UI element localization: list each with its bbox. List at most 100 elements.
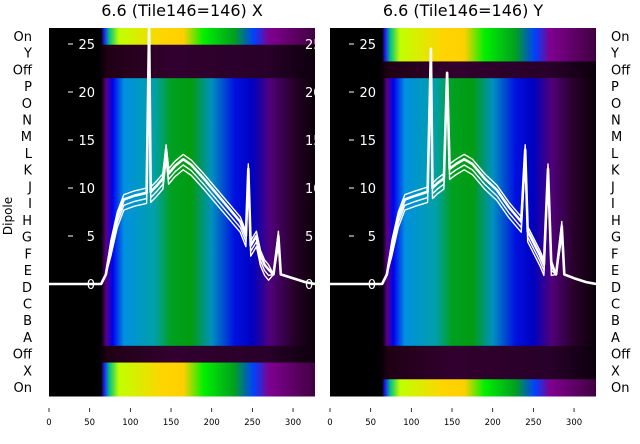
heatmap-row-h (49, 212, 315, 230)
row-label: X (611, 364, 620, 379)
panel-x: 6.6 (Tile146=146) XOnYOffPONMLKJIHGFEDCB… (13, 1, 322, 428)
overlay-line-trace (49, 28, 315, 285)
row-label: H (22, 214, 32, 229)
x-tick-label: 200 (204, 418, 220, 428)
heatmap-row-off (49, 61, 315, 79)
heatmap-row-d (330, 278, 596, 297)
x-tick-label: 50 (365, 418, 376, 428)
heatmap-row-i (49, 195, 315, 213)
overlay-y-tick-label: 20 (359, 86, 376, 101)
row-label: Off (13, 63, 33, 78)
heatmap-row-p (330, 78, 596, 96)
row-label: Off (611, 63, 631, 78)
x-tick-label: 150 (444, 418, 460, 428)
row-label: O (611, 97, 621, 112)
x-tick-label: 250 (244, 418, 260, 428)
panel-y: 6.6 (Tile146=146) YOnYOffPONMLKJIHGFEDCB… (327, 1, 631, 428)
row-label: On (611, 381, 629, 396)
panel-title: 6.6 (Tile146=146) X (101, 1, 263, 20)
x-tick-label: 100 (403, 418, 419, 428)
heatmap-row-y (49, 44, 315, 62)
heatmap-row-m (330, 128, 596, 146)
heatmap-row-b (330, 312, 596, 330)
overlay-y-tick-label: 0 (368, 278, 376, 293)
heatmap-row-c (330, 295, 596, 313)
heatmap-row-j (330, 178, 596, 196)
row-label: H (611, 214, 621, 229)
x-tick-label: 0 (46, 418, 51, 428)
overlay-line-trace (330, 48, 596, 285)
row-label: On (611, 30, 629, 45)
overlay-line-trace (330, 47, 596, 286)
overlay-y-tick-label: 10 (78, 182, 95, 197)
heatmap-row-p (49, 78, 315, 96)
x-tick-label: 300 (285, 418, 301, 428)
row-label: M (611, 130, 622, 145)
overlay-y-tick-label: 15 (78, 134, 95, 149)
x-tick-label: 0 (327, 418, 332, 428)
x-tick-label: 250 (525, 418, 541, 428)
row-label: D (611, 281, 621, 296)
heatmap-row-n (330, 111, 596, 129)
heatmap-row-on (49, 379, 315, 397)
x-tick-label: 150 (163, 418, 179, 428)
heatmap-row-x (49, 362, 315, 380)
row-label: X (23, 364, 32, 379)
row-label: J (610, 180, 615, 195)
x-tick-label: 100 (122, 418, 138, 428)
row-label: D (22, 281, 32, 296)
overlay-twin-tick-label: 0 (305, 278, 313, 293)
row-label: F (25, 247, 32, 262)
overlay-y-tick-label: 15 (359, 134, 376, 149)
x-tick-label: 50 (84, 418, 95, 428)
row-label: A (611, 331, 620, 346)
x-tick-label: 200 (485, 418, 501, 428)
row-label: N (22, 114, 32, 129)
heatmap-row-off (49, 345, 315, 364)
overlay-y-tick-label: 25 (78, 38, 95, 53)
heatmap-row-a (330, 329, 596, 347)
row-label: B (23, 314, 32, 329)
heatmap-row-c (49, 295, 315, 313)
heatmap-row-o (330, 94, 596, 113)
overlay-line-trace (49, 28, 315, 285)
row-label: F (611, 247, 618, 262)
heatmap-row-m (49, 128, 315, 146)
overlay-y-tick-label: 5 (368, 230, 376, 245)
row-label: J (27, 180, 32, 195)
heatmap-row-d (49, 278, 315, 297)
row-label: C (611, 298, 620, 313)
row-label: O (22, 97, 32, 112)
row-label: K (611, 164, 620, 179)
row-label: N (611, 114, 621, 129)
heatmap-row-f (49, 245, 315, 263)
heatmap-row-n (49, 111, 315, 129)
overlay-line-trace (330, 48, 596, 285)
row-label: Y (23, 47, 32, 62)
heatmap-row-on (330, 28, 596, 46)
heatmap-row-on (49, 28, 315, 46)
overlay-twin-tick-label: 5 (305, 230, 313, 245)
row-label: On (14, 30, 32, 45)
row-label: C (23, 298, 32, 313)
heatmap-row-f (330, 245, 596, 263)
heatmap-row-b (49, 312, 315, 330)
overlay-y-tick-label: 0 (87, 278, 95, 293)
row-label: Y (610, 47, 619, 62)
row-label: P (24, 80, 32, 95)
x-tick-label: 300 (566, 418, 582, 428)
row-label: On (14, 381, 32, 396)
row-label: B (611, 314, 620, 329)
row-label: Off (13, 348, 33, 363)
heatmap-row-i (330, 195, 596, 213)
row-label: M (21, 130, 32, 145)
row-label: P (611, 80, 619, 95)
row-label: L (25, 147, 33, 162)
row-label: E (24, 264, 32, 279)
heatmap-row-off (330, 345, 596, 364)
row-label: I (28, 197, 32, 212)
overlay-y-tick-label: 25 (359, 38, 376, 53)
heatmap-row-x (330, 362, 596, 380)
overlay-twin-tick-label: 25 (305, 38, 322, 53)
